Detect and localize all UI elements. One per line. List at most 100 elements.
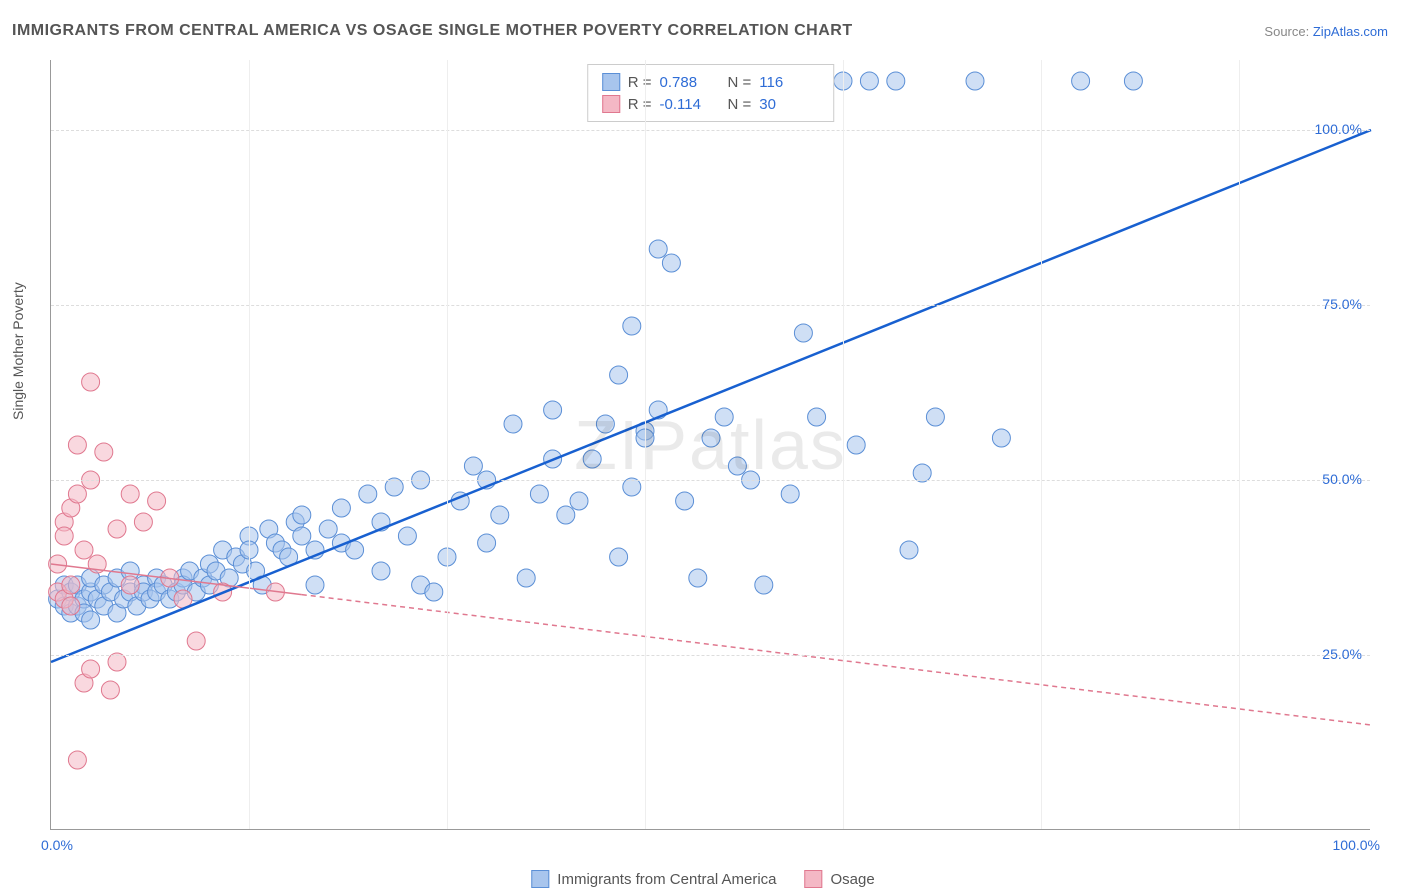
- data-point: [517, 569, 535, 587]
- data-point: [121, 576, 139, 594]
- stats-row: R = -0.114 N = 30: [602, 93, 820, 115]
- data-point: [491, 506, 509, 524]
- data-point: [610, 548, 628, 566]
- data-point: [62, 597, 80, 615]
- data-point: [702, 429, 720, 447]
- data-point: [68, 436, 86, 454]
- data-point: [794, 324, 812, 342]
- data-point: [900, 541, 918, 559]
- correlation-stats-box: R = 0.788 N = 116 R = -0.114 N = 30: [587, 64, 835, 122]
- gridline-v: [843, 60, 844, 829]
- data-point: [623, 317, 641, 335]
- data-point: [478, 534, 496, 552]
- data-point: [68, 751, 86, 769]
- data-point: [926, 408, 944, 426]
- chart-plot-area: ZIPatlas R =0.788N =116R =-0.114N =30 25…: [50, 60, 1370, 830]
- data-point: [293, 527, 311, 545]
- data-point: [75, 541, 93, 559]
- data-point: [95, 443, 113, 461]
- legend-swatch: [531, 870, 549, 888]
- data-point: [293, 506, 311, 524]
- data-point: [187, 632, 205, 650]
- data-point: [398, 527, 416, 545]
- r-value: -0.114: [660, 96, 720, 113]
- data-point: [689, 569, 707, 587]
- source-attribution: Source: ZipAtlas.com: [1264, 24, 1388, 39]
- data-point: [425, 583, 443, 601]
- data-point: [504, 415, 522, 433]
- data-point: [55, 527, 73, 545]
- data-point: [332, 499, 350, 517]
- data-point: [544, 401, 562, 419]
- gridline-v: [1041, 60, 1042, 829]
- legend-label: Osage: [831, 871, 875, 888]
- data-point: [1072, 72, 1090, 90]
- legend-item: Immigrants from Central America: [531, 870, 776, 888]
- data-point: [596, 415, 614, 433]
- data-point: [306, 576, 324, 594]
- y-tick-label: 100.0%: [1315, 121, 1362, 137]
- r-label: R =: [628, 74, 652, 91]
- legend: Immigrants from Central America Osage: [531, 870, 874, 888]
- data-point: [676, 492, 694, 510]
- data-point: [662, 254, 680, 272]
- legend-swatch: [805, 870, 823, 888]
- data-point: [992, 429, 1010, 447]
- n-label: N =: [728, 96, 752, 113]
- data-point: [781, 485, 799, 503]
- legend-label: Immigrants from Central America: [557, 871, 776, 888]
- x-tick-min: 0.0%: [41, 837, 73, 853]
- legend-item: Osage: [805, 870, 875, 888]
- source-link[interactable]: ZipAtlas.com: [1313, 24, 1388, 39]
- data-point: [649, 240, 667, 258]
- series-swatch: [602, 95, 620, 113]
- n-value: 116: [759, 74, 819, 91]
- data-point: [728, 457, 746, 475]
- data-point: [464, 457, 482, 475]
- stats-row: R = 0.788 N = 116: [602, 71, 820, 93]
- data-point: [715, 408, 733, 426]
- data-point: [583, 450, 601, 468]
- data-point: [68, 485, 86, 503]
- data-point: [570, 492, 588, 510]
- r-value: 0.788: [660, 74, 720, 91]
- gridline-v: [1239, 60, 1240, 829]
- data-point: [887, 72, 905, 90]
- chart-title: IMMIGRANTS FROM CENTRAL AMERICA VS OSAGE…: [12, 22, 853, 40]
- data-point: [319, 520, 337, 538]
- source-label: Source:: [1264, 24, 1309, 39]
- data-point: [966, 72, 984, 90]
- data-point: [148, 492, 166, 510]
- n-value: 30: [759, 96, 819, 113]
- data-point: [530, 485, 548, 503]
- data-point: [557, 506, 575, 524]
- data-point: [82, 611, 100, 629]
- data-point: [860, 72, 878, 90]
- y-tick-label: 25.0%: [1322, 646, 1362, 662]
- y-tick-label: 75.0%: [1322, 296, 1362, 312]
- gridline-v: [645, 60, 646, 829]
- data-point: [108, 520, 126, 538]
- r-label: R =: [628, 96, 652, 113]
- n-label: N =: [728, 74, 752, 91]
- gridline-v: [447, 60, 448, 829]
- data-point: [82, 660, 100, 678]
- data-point: [62, 576, 80, 594]
- data-point: [847, 436, 865, 454]
- y-tick-label: 50.0%: [1322, 471, 1362, 487]
- data-point: [755, 576, 773, 594]
- data-point: [121, 485, 139, 503]
- data-point: [359, 485, 377, 503]
- trend-line-extrapolated: [302, 595, 1371, 725]
- data-point: [346, 541, 364, 559]
- data-point: [82, 373, 100, 391]
- series-swatch: [602, 73, 620, 91]
- gridline-v: [249, 60, 250, 829]
- data-point: [101, 681, 119, 699]
- x-tick-max: 100.0%: [1333, 837, 1380, 853]
- data-point: [134, 513, 152, 531]
- data-point: [1124, 72, 1142, 90]
- data-point: [808, 408, 826, 426]
- data-point: [372, 562, 390, 580]
- data-point: [610, 366, 628, 384]
